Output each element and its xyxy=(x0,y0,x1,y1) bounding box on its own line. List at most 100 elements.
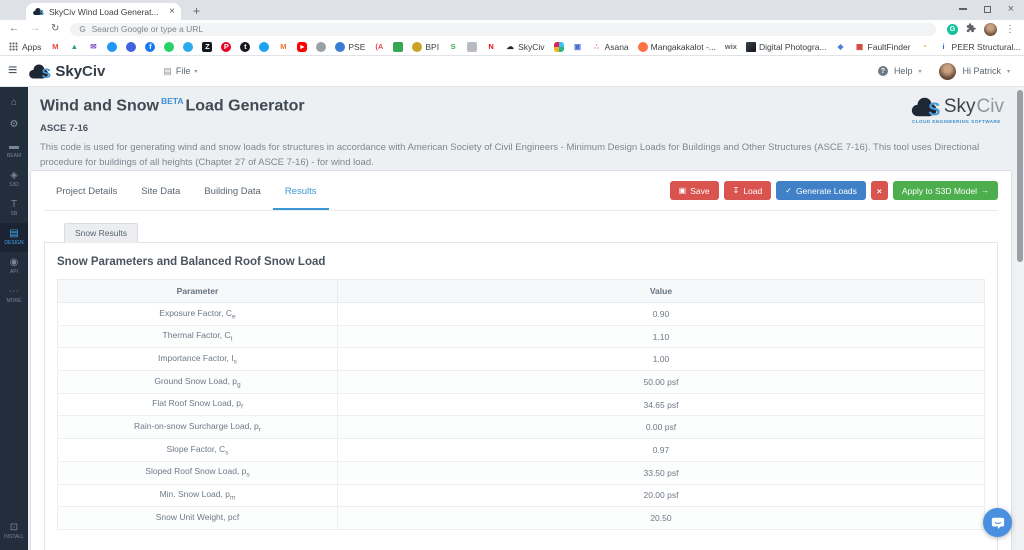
sidebar-item-icon: ▤ xyxy=(9,228,19,239)
bookmark-favicon-icon: ▸ xyxy=(297,41,308,52)
bookmark-item[interactable]: ☁ SkyCiv xyxy=(505,42,544,52)
sidebar-item[interactable]: ▤ DESIGN xyxy=(0,223,28,252)
apps-button[interactable]: Apps xyxy=(9,42,41,52)
bookmark-item[interactable] xyxy=(107,41,118,52)
sidebar-item[interactable]: ◉ API xyxy=(0,252,28,281)
user-avatar[interactable] xyxy=(939,62,957,80)
forward-icon[interactable]: → xyxy=(30,23,40,34)
chat-icon xyxy=(991,517,1004,529)
browser-tab[interactable]: S SkyCiv Wind Load Generat... × xyxy=(26,3,181,20)
bookmark-item[interactable]: M xyxy=(50,42,60,52)
bookmark-item[interactable]: ▲ xyxy=(69,42,79,52)
bookmark-item[interactable]: Z xyxy=(202,41,213,52)
bookmark-item[interactable]: ◆ xyxy=(836,42,846,52)
restore-window-button[interactable] xyxy=(983,5,991,13)
table-row: Rain-on-snow Surcharge Load, pr 0.00 psf xyxy=(57,415,986,440)
tab[interactable]: Building Data xyxy=(204,186,261,197)
scrollbar-thumb[interactable] xyxy=(1017,90,1023,262)
sidebar-item-install[interactable]: ⊡ INSTALL xyxy=(4,522,24,540)
generate-loads-button[interactable]: ✓ Generate Loads xyxy=(776,181,866,200)
bookmark-item[interactable]: M xyxy=(278,42,288,52)
bookmark-item[interactable]: Mangakakalot -... xyxy=(637,41,716,52)
skyciv-cloud-icon: S xyxy=(911,97,940,118)
bookmark-item[interactable]: t xyxy=(240,41,251,52)
sidebar-item[interactable]: ⌂ xyxy=(0,92,28,114)
bookmark-item[interactable]: ◔ xyxy=(920,42,930,52)
hamburger-menu-icon[interactable]: ≡ xyxy=(8,62,18,79)
bookmark-favicon-icon xyxy=(259,41,270,52)
tab[interactable]: Results xyxy=(272,172,329,210)
table-row: Min. Snow Load, pm 20.00 psf xyxy=(57,483,986,508)
bookmark-item[interactable] xyxy=(164,41,175,52)
bookmark-favicon-icon: wix xyxy=(724,41,737,51)
tab[interactable]: Site Data xyxy=(141,186,181,197)
back-icon[interactable]: ← xyxy=(9,23,19,34)
sidebar-item[interactable]: ▬ BEAM xyxy=(0,136,28,165)
sidebar-item[interactable]: ⋯ MORE xyxy=(0,281,28,310)
bookmark-favicon-icon xyxy=(126,41,137,52)
bookmark-item[interactable] xyxy=(467,41,478,52)
bookmark-label: BPI xyxy=(425,41,440,52)
snow-results-subtab[interactable]: Snow Results xyxy=(64,223,138,243)
close-results-button[interactable]: × xyxy=(870,181,888,200)
bookmark-item[interactable]: ▣ xyxy=(573,42,583,52)
apply-s3d-button[interactable]: Apply to S3D Model → xyxy=(892,181,998,200)
sidebar-item-label: S3D xyxy=(9,182,19,188)
bookmark-item[interactable] xyxy=(259,41,270,52)
new-tab-button[interactable]: + xyxy=(193,4,201,18)
address-bar[interactable]: G Search Google or type a URL xyxy=(70,22,936,36)
extensions-puzzle-icon[interactable] xyxy=(966,20,976,38)
sidebar-item[interactable]: ⚙ xyxy=(0,114,28,136)
browser-toolbar-icons: G ⋮ xyxy=(947,20,1015,38)
sidebar-item-label: API xyxy=(9,269,19,275)
tab[interactable]: Project Details xyxy=(56,186,118,197)
grammarly-extension-icon[interactable]: G xyxy=(947,23,958,35)
bookmark-favicon-icon: N xyxy=(488,41,494,51)
bookmark-item[interactable]: ▦ FaultFinder xyxy=(855,42,911,52)
bookmark-item[interactable] xyxy=(553,41,564,52)
chat-bubble-button[interactable] xyxy=(983,508,1012,537)
parameter-cell: Sloped Roof Snow Load, ps xyxy=(57,460,338,485)
bookmark-item[interactable]: N xyxy=(486,42,496,52)
bookmark-favicon-icon: Z xyxy=(202,41,213,52)
help-menu[interactable]: Help xyxy=(893,66,913,76)
user-menu[interactable]: Hi Patrick xyxy=(962,66,1001,76)
value-cell: 1.00 xyxy=(336,347,986,372)
chevron-down-icon: ▾ xyxy=(918,68,922,75)
close-window-button[interactable]: × xyxy=(1007,3,1014,15)
browser-tab-title: SkyCiv Wind Load Generat... xyxy=(49,6,159,17)
bookmark-favicon-icon: M xyxy=(52,41,59,51)
save-button[interactable]: ▣ Save xyxy=(669,181,719,200)
bookmark-item[interactable]: BPI xyxy=(412,41,440,52)
bookmark-item[interactable]: Digital Photogra... xyxy=(745,41,827,52)
file-menu[interactable]: ▤ File ▾ xyxy=(163,65,198,77)
bookmark-item[interactable]: (A xyxy=(374,42,384,52)
bookmark-item[interactable] xyxy=(393,41,404,52)
sidebar-item[interactable]: T SB xyxy=(0,194,28,223)
help-icon: ? xyxy=(877,66,888,76)
bookmark-item[interactable]: f xyxy=(145,41,156,52)
reload-icon[interactable]: ↻ xyxy=(51,23,60,34)
page-scrollbar[interactable] xyxy=(1016,87,1024,550)
tab-close-icon[interactable]: × xyxy=(169,6,175,17)
bookmark-item[interactable]: ▸ xyxy=(297,41,308,52)
bookmark-item[interactable]: PSE xyxy=(335,41,365,52)
bookmark-item[interactable]: S xyxy=(448,42,458,52)
apps-grid-icon xyxy=(9,42,18,51)
bookmark-item[interactable]: ∴ Asana xyxy=(592,42,629,52)
skyciv-logo[interactable]: S Sky Civ xyxy=(27,63,105,80)
sidebar-item[interactable]: ◈ S3D xyxy=(0,165,28,194)
browser-profile-avatar[interactable] xyxy=(984,22,997,36)
bookmark-item[interactable]: i PEER Structural... xyxy=(939,42,1020,52)
bookmark-item[interactable]: wix xyxy=(725,42,737,52)
google-icon: G xyxy=(79,24,86,34)
bookmark-item[interactable] xyxy=(126,41,137,52)
bookmark-item[interactable]: P xyxy=(221,41,232,52)
load-button[interactable]: ↧ Load xyxy=(723,181,772,200)
browser-menu-icon[interactable]: ⋮ xyxy=(1005,23,1015,35)
bookmark-item[interactable] xyxy=(316,41,327,52)
bookmark-item[interactable] xyxy=(183,41,194,52)
bookmark-item[interactable]: ✉ xyxy=(88,42,98,52)
minimize-window-button[interactable] xyxy=(958,8,967,10)
bookmark-favicon-icon: ◆ xyxy=(837,41,844,51)
